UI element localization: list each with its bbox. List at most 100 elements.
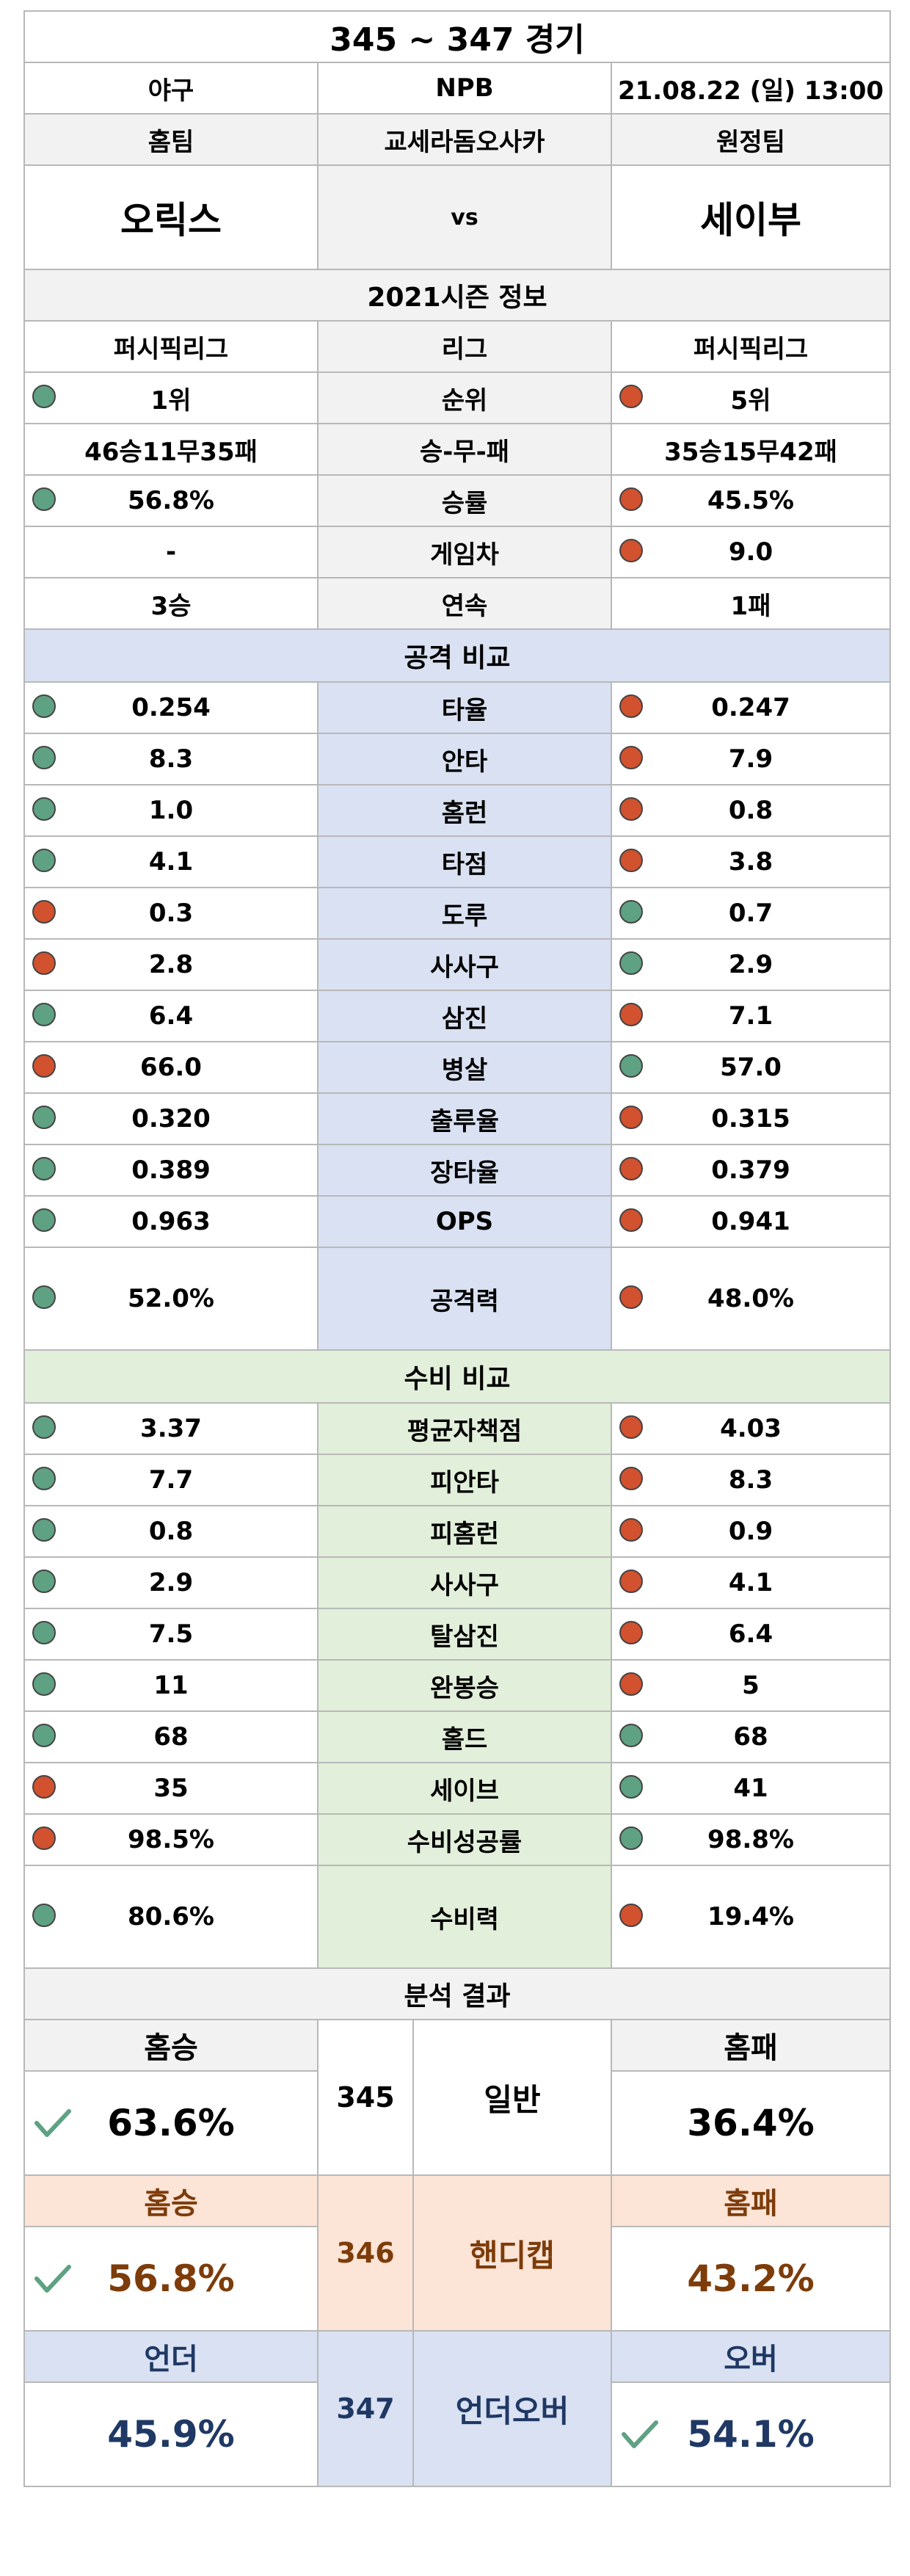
attack-row: 4.1 타점 3.8	[23, 835, 892, 888]
away-total-text: 48.0%	[707, 1284, 794, 1313]
away-stat-text: 98.8%	[707, 1825, 794, 1854]
attack-away-value: 0.315	[610, 1092, 892, 1145]
defense-row: 2.9 사사구 4.1	[23, 1556, 892, 1609]
attack-stat-label: 홈런	[317, 784, 612, 837]
defense-stat-label: 세이브	[317, 1762, 612, 1815]
season-row: 퍼시픽리그 리그 퍼시픽리그	[23, 320, 892, 373]
defense-total-row: 80.6% 수비력 19.4%	[23, 1865, 892, 1969]
attack-home-value: 1.0	[23, 784, 318, 837]
home-green-indicator-icon	[32, 1003, 56, 1026]
home-total-text: 80.6%	[128, 1902, 214, 1931]
home-green-indicator-icon	[32, 385, 56, 408]
defense-row: 7.7 피안타 8.3	[23, 1454, 892, 1506]
defense-home-value: 3.37	[23, 1402, 318, 1455]
home-stat-text: 11	[153, 1671, 189, 1700]
season-away-value: 35승15무42패	[610, 423, 892, 476]
defense-away-value: 6.4	[610, 1608, 892, 1661]
attack-home-value: 66.0	[23, 1041, 318, 1094]
defense-away-value: 5	[610, 1659, 892, 1712]
attack-away-value: 0.247	[610, 681, 892, 734]
attack-row: 66.0 병살 57.0	[23, 1041, 892, 1094]
attack-away-value: 0.8	[610, 784, 892, 837]
away-red-indicator-icon	[619, 539, 643, 562]
away-stat-text: 57.0	[720, 1053, 782, 1082]
season-home-value: 3승	[23, 577, 318, 630]
away-red-indicator-icon	[619, 1672, 643, 1696]
away-red-indicator-icon	[619, 694, 643, 718]
underover-right-probability: 54.1%	[687, 2413, 815, 2456]
defense-total-away: 19.4%	[610, 1865, 892, 1969]
home-green-indicator-icon	[32, 849, 56, 872]
away-stat-text: 8.3	[728, 1465, 774, 1495]
underover-left-result: 45.9%	[23, 2381, 318, 2487]
defense-away-value: 4.03	[610, 1402, 892, 1455]
away-stat-text: 0.941	[711, 1207, 790, 1236]
away-stat-text: 4.03	[720, 1414, 782, 1443]
handicap-left-result: 56.8%	[23, 2226, 318, 2332]
home-team-name: 오릭스	[23, 164, 318, 270]
check-mark-icon	[622, 2420, 658, 2448]
home-stat-text: 0.320	[131, 1104, 211, 1133]
defense-section-title: 수비 비교	[23, 1349, 892, 1404]
attack-stat-label: 도루	[317, 887, 612, 940]
defense-stat-label: 피안타	[317, 1454, 612, 1506]
home-stat-text: 7.5	[148, 1619, 194, 1649]
general-right-probability: 36.4%	[687, 2102, 815, 2144]
defense-row: 0.8 피홈런 0.9	[23, 1505, 892, 1558]
attack-away-value: 3.8	[610, 835, 892, 888]
attack-home-value: 8.3	[23, 733, 318, 786]
home-green-indicator-icon	[32, 1518, 56, 1542]
season-rows: 퍼시픽리그 리그 퍼시픽리그 1위 순위 5위 46승11무35패 승-무-패 35승15무42…	[23, 320, 892, 630]
home-green-indicator-icon	[32, 1672, 56, 1696]
away-stat-text: 5	[742, 1671, 760, 1700]
defense-total-home: 80.6%	[23, 1865, 318, 1969]
attack-stat-label: 안타	[317, 733, 612, 786]
home-stat-text: 46승11무35패	[84, 437, 258, 467]
analysis-table: 홈승 345 일반 홈패 63.6% 36.4% 홈승 346 핸디캡 홈패 56.8% 43.2% 언…	[23, 2019, 891, 2487]
defense-away-value: 41	[610, 1762, 892, 1815]
defense-row: 35 세이브 41	[23, 1762, 892, 1815]
away-stat-text: 퍼시픽리그	[693, 334, 809, 364]
season-section-title: 2021시즌 정보	[23, 269, 892, 322]
home-stat-text: 68	[153, 1722, 189, 1752]
underover-left-probability: 45.9%	[107, 2413, 235, 2456]
attack-home-value: 0.254	[23, 681, 318, 734]
away-red-indicator-icon	[619, 1904, 643, 1927]
attack-stat-label: 삼진	[317, 990, 612, 1042]
home-green-indicator-icon	[32, 1106, 56, 1129]
attack-home-value: 0.963	[23, 1195, 318, 1248]
season-home-value: 퍼시픽리그	[23, 320, 318, 373]
away-stat-text: 68	[733, 1722, 768, 1752]
away-red-indicator-icon	[619, 1570, 643, 1593]
defense-row: 68 홀드 68	[23, 1710, 892, 1763]
general-left-probability: 63.6%	[107, 2102, 235, 2144]
attack-row: 0.320 출루율 0.315	[23, 1092, 892, 1145]
attack-stat-label: 출루율	[317, 1092, 612, 1145]
home-red-indicator-icon	[32, 1826, 56, 1850]
home-team-header: 홈팀	[23, 113, 318, 166]
defense-row: 98.5% 수비성공률 98.8%	[23, 1813, 892, 1866]
handicap-bet-type: 핸디캡	[412, 2174, 612, 2332]
defense-home-value: 35	[23, 1762, 318, 1815]
defense-away-value: 4.1	[610, 1556, 892, 1609]
attack-stat-label: 타점	[317, 835, 612, 888]
venue-label: 교세라돔오사카	[317, 113, 612, 166]
attack-home-value: 0.389	[23, 1144, 318, 1197]
home-stat-text: 56.8%	[128, 486, 214, 515]
home-stat-text: 1위	[150, 385, 192, 416]
defense-home-value: 0.8	[23, 1505, 318, 1558]
attack-total-home: 52.0%	[23, 1247, 318, 1351]
away-green-indicator-icon	[619, 900, 643, 924]
away-green-indicator-icon	[619, 1826, 643, 1850]
sport-label: 야구	[23, 62, 318, 115]
away-green-indicator-icon	[619, 951, 643, 975]
season-row: 56.8% 승률 45.5%	[23, 474, 892, 527]
away-stat-text: 45.5%	[707, 486, 794, 515]
attack-row: 1.0 홈런 0.8	[23, 784, 892, 837]
underover-left-header: 언더	[23, 2330, 318, 2383]
away-stat-text: 1패	[730, 591, 771, 621]
home-green-indicator-icon	[32, 487, 56, 511]
home-total-text: 52.0%	[128, 1284, 214, 1313]
home-stat-text: 98.5%	[128, 1825, 214, 1854]
away-stat-text: 0.7	[728, 899, 774, 928]
